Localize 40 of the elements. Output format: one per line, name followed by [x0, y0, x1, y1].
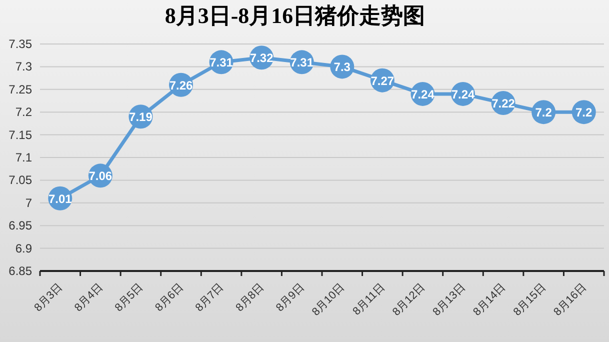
data-label: 7.01 — [48, 192, 72, 206]
data-label: 7.27 — [370, 74, 394, 88]
y-tick-label: 7.05 — [8, 173, 32, 188]
y-tick-label: 6.85 — [8, 264, 32, 278]
y-tick-label: 7 — [25, 196, 32, 210]
x-tick-label: 8月6日 — [153, 281, 186, 314]
x-tick-label: 8月11日 — [350, 281, 388, 318]
data-label: 7.3 — [334, 60, 351, 74]
data-label: 7.19 — [129, 110, 153, 124]
x-tick-label: 8月3日 — [32, 281, 65, 314]
data-label: 7.22 — [492, 96, 516, 111]
data-label: 7.32 — [250, 51, 274, 66]
x-tick-label: 8月14日 — [471, 281, 508, 318]
y-tick-label: 7.35 — [8, 37, 32, 51]
data-label: 7.06 — [88, 169, 112, 184]
x-tick-label: 8月4日 — [72, 281, 106, 314]
y-tick-label: 7.2 — [15, 105, 32, 120]
x-tick-label: 8月15日 — [511, 281, 548, 318]
data-label: 7.2 — [576, 106, 593, 120]
x-tick-label: 8月16日 — [552, 281, 589, 318]
y-tick-label: 6.9 — [15, 241, 32, 256]
chart-title: 8月3日-8月16日猪价走势图 — [164, 3, 426, 28]
x-tick-label: 8月7日 — [193, 281, 226, 314]
x-tick-label: 8月8日 — [234, 281, 266, 314]
data-label: 7.26 — [169, 78, 193, 92]
data-label: 7.24 — [451, 87, 475, 102]
y-tick-label: 7.15 — [8, 128, 32, 142]
data-label: 7.24 — [411, 87, 435, 102]
x-tick-label: 8月9日 — [274, 281, 307, 314]
x-tick-label: 8月13日 — [430, 281, 468, 318]
y-tick-label: 6.95 — [8, 218, 32, 233]
y-tick-label: 7.1 — [15, 150, 32, 164]
x-tick-label: 8月5日 — [112, 281, 146, 314]
data-label: 7.31 — [210, 56, 234, 70]
x-tick-label: 8月10日 — [310, 281, 347, 318]
y-tick-label: 7.3 — [15, 60, 32, 74]
data-label: 7.2 — [535, 106, 552, 120]
x-tick-label: 8月12日 — [390, 281, 428, 318]
y-tick-label: 7.25 — [8, 82, 32, 96]
data-label: 7.31 — [290, 56, 314, 70]
